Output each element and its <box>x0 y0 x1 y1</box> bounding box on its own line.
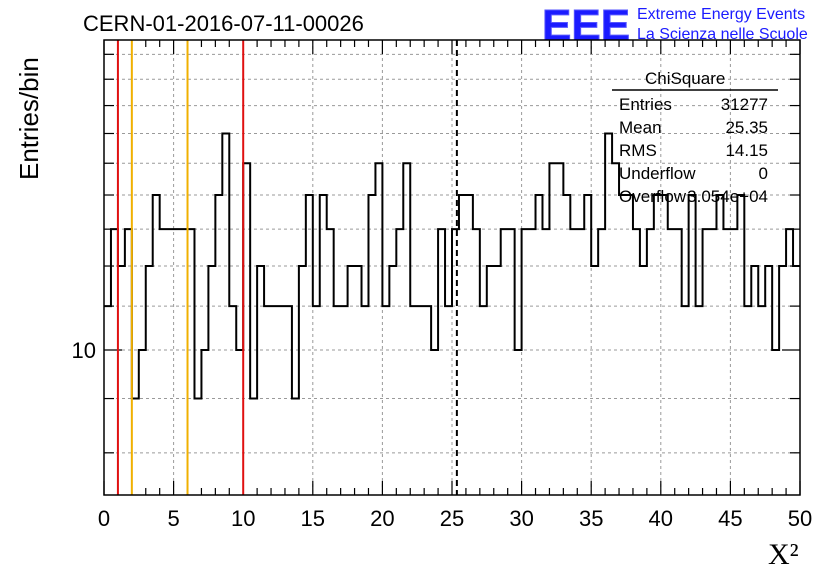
stats-row-value: 3.054e+04 <box>687 187 768 206</box>
x-axis-label: X² <box>768 538 799 571</box>
stats-row-label: Underflow <box>619 164 696 183</box>
chart-title: CERN-01-2016-07-11-00026 <box>83 11 364 36</box>
stats-row-label: Overflow <box>619 187 687 206</box>
x-tick-label: 50 <box>788 506 812 531</box>
stats-row-label: RMS <box>619 141 657 160</box>
x-tick-label: 20 <box>370 506 394 531</box>
stats-row-value: 14.15 <box>725 141 768 160</box>
stats-row-value: 25.35 <box>725 118 768 137</box>
x-tick-label: 0 <box>98 506 110 531</box>
x-tick-label: 10 <box>231 506 255 531</box>
stats-row-label: Entries <box>619 95 672 114</box>
x-tick-label: 35 <box>579 506 603 531</box>
x-tick-label: 45 <box>718 506 742 531</box>
stats-title: ChiSquare <box>645 69 725 88</box>
y-tick-label: 10 <box>72 338 96 363</box>
x-tick-label: 25 <box>440 506 464 531</box>
eee-logo-text: EEE <box>542 1 630 50</box>
stats-box: ChiSquare Entries 31277 Mean 25.35 RMS 14.15 U… <box>612 69 778 206</box>
stats-row-value: 31277 <box>721 95 768 114</box>
histogram-line <box>104 132 800 400</box>
reference-lines <box>116 40 458 495</box>
x-tick-label: 15 <box>301 506 325 531</box>
x-tick-label: 40 <box>649 506 673 531</box>
x-tick-labels: 0 5 10 15 20 25 30 35 40 45 50 <box>98 506 812 531</box>
stats-row-label: Mean <box>619 118 662 137</box>
stats-row-value: 0 <box>759 164 768 183</box>
plot-frame <box>103 39 801 496</box>
x-tick-label: 5 <box>167 506 179 531</box>
y-tick-labels: 10 <box>72 338 96 363</box>
eee-logo: EEE Extreme Energy Events La Scienza nel… <box>542 1 808 51</box>
y-axis-label: Entries/bin <box>14 57 44 180</box>
x-tick-label: 30 <box>509 506 533 531</box>
eee-logo-line1: Extreme Energy Events <box>637 6 805 23</box>
eee-logo-line2: La Scienza nelle Scuole <box>637 26 808 43</box>
